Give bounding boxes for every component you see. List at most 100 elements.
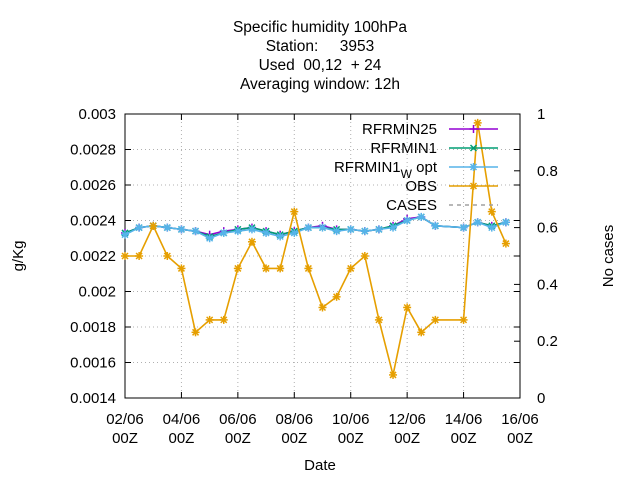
data-point: [346, 225, 355, 234]
data-point: [487, 207, 496, 216]
data-point: [459, 223, 468, 232]
data-point-d2: [290, 229, 298, 237]
data-point: [473, 218, 482, 227]
x-tick-label-hour: 00Z: [281, 430, 307, 447]
data-point-d2: [403, 303, 411, 312]
data-point: [149, 221, 158, 230]
legend-marker: [469, 144, 478, 152]
data-point: [360, 227, 369, 236]
data-point-d2: [431, 222, 439, 230]
y2-tick-label: 0.4: [537, 276, 558, 293]
data-point-d2: [488, 208, 496, 216]
title-line: Specific humidity 100hPa: [233, 19, 407, 36]
data-point: [360, 252, 369, 260]
data-point-d2: [403, 216, 411, 225]
data-point-d2: [206, 316, 214, 324]
data-point-d2: [333, 293, 341, 301]
y2-tick-label: 1: [537, 106, 545, 123]
data-point-d2: [347, 225, 355, 233]
data-point: [276, 264, 285, 273]
data-point-d2: [375, 225, 383, 233]
data-point-d2: [347, 264, 355, 272]
y-tick-label: 0.003: [78, 106, 116, 123]
data-point-d2: [234, 264, 242, 272]
data-point: [431, 315, 440, 324]
title-line: Station: 3953: [266, 38, 375, 55]
data-point-d2: [474, 119, 482, 127]
data-point-d2: [431, 316, 439, 324]
x-tick-label-hour: 00Z: [225, 430, 251, 447]
y2-tick-label: 0: [537, 390, 545, 407]
chart-title: Specific humidity 100hPa Station: 3953 Use…: [233, 19, 407, 93]
data-point-d2: [304, 224, 312, 232]
data-point-d2: [318, 224, 327, 232]
x-axis: 02/06 00Z 04/06 00Z 06/06 00Z 08/06 00Z 10/06 00Z…: [106, 114, 539, 447]
data-point-d2: [460, 316, 468, 324]
legend-label-subscript: W: [401, 167, 413, 181]
data-point: [304, 264, 313, 273]
data-point: [332, 292, 341, 301]
x-axis-label: Date: [304, 457, 336, 474]
data-point-d2: [304, 264, 312, 272]
data-point: [487, 223, 496, 232]
data-point-d2: [333, 227, 341, 235]
series-2: [121, 212, 510, 243]
y2-tick-label: 0.6: [537, 220, 558, 237]
x-tick-label-date: 02/06: [106, 411, 144, 428]
data-point: [389, 370, 398, 379]
grid: [125, 114, 520, 398]
data-point-d2: [361, 227, 369, 235]
y-tick-label: 0.0026: [70, 177, 116, 194]
data-point-d2: [361, 252, 369, 260]
data-point: [247, 237, 256, 246]
x-tick-label-date: 10/06: [332, 411, 370, 428]
x-tick-label-date: 14/06: [445, 411, 483, 428]
data-point: [332, 227, 341, 236]
legend-label: RFRMIN1W opt: [334, 159, 438, 181]
data-point-d2: [417, 328, 425, 336]
data-point-d2: [276, 264, 284, 272]
data-point-d2: [192, 328, 200, 336]
data-point-d2: [474, 218, 482, 226]
y2-tick-label: 0.8: [537, 163, 558, 180]
data-point: [262, 264, 271, 273]
data-point: [346, 264, 355, 273]
data-point: [191, 227, 200, 236]
data-point-d2: [262, 229, 270, 237]
x-tick-label-hour: 00Z: [507, 430, 533, 447]
data-point-d2: [469, 144, 478, 152]
x-tick-label-hour: 00Z: [338, 430, 364, 447]
data-point-d2: [248, 238, 256, 246]
data-point: [290, 207, 299, 216]
data-point: [163, 252, 172, 260]
data-point: [191, 328, 200, 337]
series-layer: [121, 118, 510, 379]
x-tick-label-date: 16/06: [501, 411, 539, 428]
x-tick-label-hour: 00Z: [451, 430, 477, 447]
data-point: [247, 225, 256, 234]
y-axis-label: g/Kg: [10, 241, 27, 272]
data-point: [318, 223, 327, 232]
y-tick-label: 0.0022: [70, 248, 116, 265]
x-tick-label-hour: 00Z: [168, 430, 194, 447]
y2-axis: 0 0.2 0.4 0.6 0.8 1: [514, 106, 558, 407]
y2-tick-label: 0.2: [537, 333, 558, 350]
data-point: [135, 223, 144, 232]
data-point: [262, 228, 271, 237]
data-point: [318, 303, 327, 312]
data-point: [501, 218, 510, 227]
data-point-d2: [276, 232, 284, 241]
y-tick-label: 0.0028: [70, 142, 116, 159]
data-point: [459, 315, 468, 324]
data-point: [403, 303, 412, 312]
title-line: Used 00,12 + 24: [259, 57, 382, 74]
data-point-d2: [417, 213, 425, 221]
data-point-d2: [121, 252, 129, 260]
data-point: [121, 252, 129, 260]
data-point: [417, 328, 426, 337]
data-point-d2: [177, 225, 185, 233]
legend-label: OBS: [405, 178, 437, 195]
legend-label-suffix: opt: [412, 159, 438, 176]
series-0: [121, 212, 510, 239]
